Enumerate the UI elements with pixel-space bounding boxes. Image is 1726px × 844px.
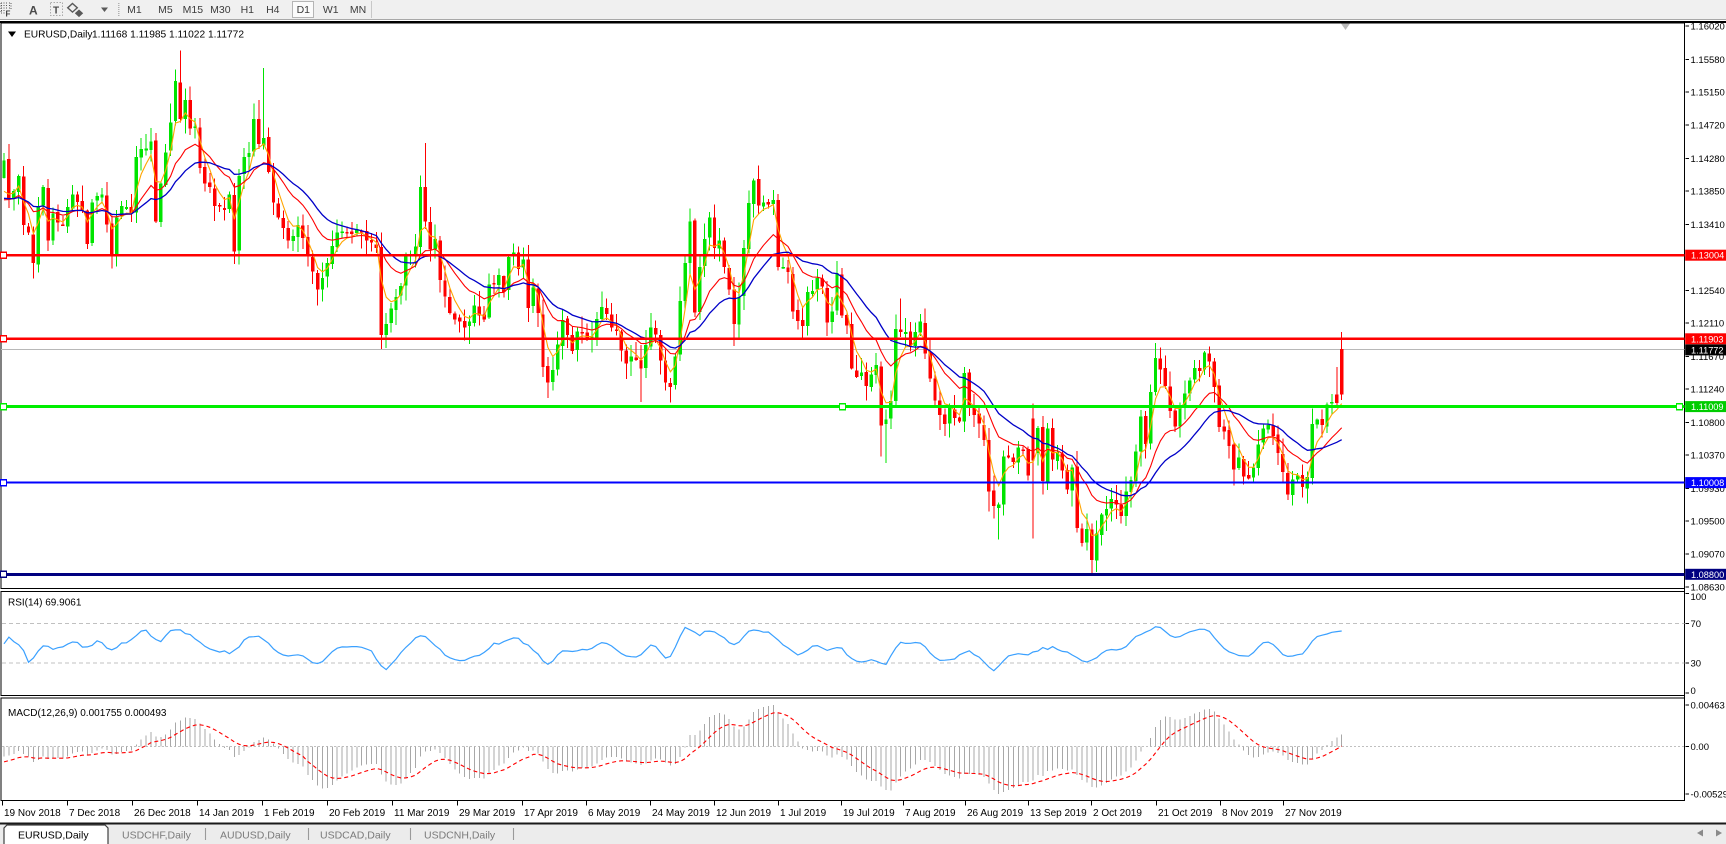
svg-text:21 Oct 2019: 21 Oct 2019	[1158, 808, 1213, 819]
svg-text:1.10008: 1.10008	[1691, 478, 1724, 488]
svg-text:AUDUSD,Daily: AUDUSD,Daily	[220, 830, 291, 842]
svg-text:USDCHF,Daily: USDCHF,Daily	[122, 830, 192, 842]
svg-text:1.13004: 1.13004	[1691, 251, 1724, 261]
svg-text:1.14280: 1.14280	[1691, 154, 1725, 165]
svg-text:1.15150: 1.15150	[1691, 88, 1725, 99]
svg-text:M15: M15	[183, 4, 204, 16]
svg-text:70: 70	[1691, 619, 1702, 630]
svg-text:8 Nov 2019: 8 Nov 2019	[1222, 808, 1274, 819]
svg-text:1.13410: 1.13410	[1691, 220, 1725, 231]
svg-text:0.00463: 0.00463	[1691, 701, 1725, 712]
svg-text:30: 30	[1691, 659, 1702, 670]
svg-text:1.11903: 1.11903	[1691, 334, 1724, 344]
svg-text:17 Apr 2019: 17 Apr 2019	[524, 808, 578, 819]
svg-text:27 Nov 2019: 27 Nov 2019	[1285, 808, 1342, 819]
svg-text:H4: H4	[266, 4, 280, 16]
svg-text:20 Feb 2019: 20 Feb 2019	[329, 808, 386, 819]
svg-text:26 Dec 2018: 26 Dec 2018	[134, 808, 191, 819]
svg-text:1.11168 1.11985 1.11022 1.1177: 1.11168 1.11985 1.11022 1.11772	[92, 30, 244, 41]
svg-text:1.11240: 1.11240	[1691, 385, 1725, 396]
svg-text:19 Jul 2019: 19 Jul 2019	[843, 808, 895, 819]
svg-text:1.09930: 1.09930	[1691, 484, 1725, 495]
svg-text:USDCNH,Daily: USDCNH,Daily	[424, 830, 496, 842]
svg-text:A: A	[29, 4, 38, 18]
svg-text:M30: M30	[210, 4, 231, 16]
svg-text:1.15580: 1.15580	[1691, 55, 1725, 66]
svg-text:1.10800: 1.10800	[1691, 418, 1725, 429]
svg-text:2 Oct 2019: 2 Oct 2019	[1093, 808, 1142, 819]
svg-text:F: F	[6, 10, 11, 19]
svg-text:EURUSD,Daily: EURUSD,Daily	[18, 830, 89, 842]
svg-text:-0.005299: -0.005299	[1691, 790, 1726, 801]
svg-text:26 Aug 2019: 26 Aug 2019	[967, 808, 1024, 819]
svg-text:W1: W1	[323, 4, 339, 16]
svg-text:D1: D1	[297, 4, 311, 16]
svg-text:MN: MN	[350, 4, 366, 16]
svg-text:USDCAD,Daily: USDCAD,Daily	[320, 830, 391, 842]
svg-text:7 Dec 2018: 7 Dec 2018	[69, 808, 121, 819]
svg-text:100: 100	[1691, 592, 1707, 603]
svg-text:EURUSD,Daily: EURUSD,Daily	[24, 30, 93, 41]
svg-text:6 May 2019: 6 May 2019	[588, 808, 641, 819]
svg-text:12 Jun 2019: 12 Jun 2019	[716, 808, 771, 819]
svg-text:1.11772: 1.11772	[1691, 345, 1724, 355]
svg-text:1.16020: 1.16020	[1691, 22, 1725, 33]
svg-text:19 Nov 2018: 19 Nov 2018	[4, 808, 61, 819]
svg-text:M1: M1	[127, 4, 142, 16]
svg-text:MACD(12,26,9) 0.001755 0.00049: MACD(12,26,9) 0.001755 0.000493	[8, 708, 167, 719]
svg-text:7 Aug 2019: 7 Aug 2019	[905, 808, 956, 819]
svg-text:1.09500: 1.09500	[1691, 517, 1725, 528]
svg-text:14 Jan 2019: 14 Jan 2019	[199, 808, 254, 819]
svg-text:1.11670: 1.11670	[1691, 352, 1725, 363]
svg-text:0: 0	[1691, 686, 1696, 697]
svg-text:11 Mar 2019: 11 Mar 2019	[394, 808, 450, 819]
svg-text:1.08630: 1.08630	[1691, 583, 1725, 594]
svg-text:1 Jul 2019: 1 Jul 2019	[780, 808, 827, 819]
svg-text:29 Mar 2019: 29 Mar 2019	[459, 808, 516, 819]
svg-text:1.12540: 1.12540	[1691, 286, 1725, 297]
svg-text:M5: M5	[158, 4, 173, 16]
svg-text:H1: H1	[241, 4, 255, 16]
svg-text:0.00: 0.00	[1691, 742, 1710, 753]
svg-text:1.13850: 1.13850	[1691, 186, 1725, 197]
svg-text:13 Sep 2019: 13 Sep 2019	[1030, 808, 1087, 819]
svg-text:RSI(14) 69.9061: RSI(14) 69.9061	[8, 598, 82, 609]
svg-text:1.10370: 1.10370	[1691, 451, 1725, 462]
svg-text:1.09070: 1.09070	[1691, 549, 1725, 560]
svg-text:T: T	[53, 6, 59, 17]
svg-text:1 Feb 2019: 1 Feb 2019	[264, 808, 315, 819]
svg-text:1.08800: 1.08800	[1691, 570, 1724, 580]
svg-text:24 May 2019: 24 May 2019	[652, 808, 710, 819]
svg-text:1.14720: 1.14720	[1691, 120, 1725, 131]
svg-text:1.11009: 1.11009	[1691, 402, 1724, 412]
svg-text:1.12110: 1.12110	[1691, 319, 1725, 330]
